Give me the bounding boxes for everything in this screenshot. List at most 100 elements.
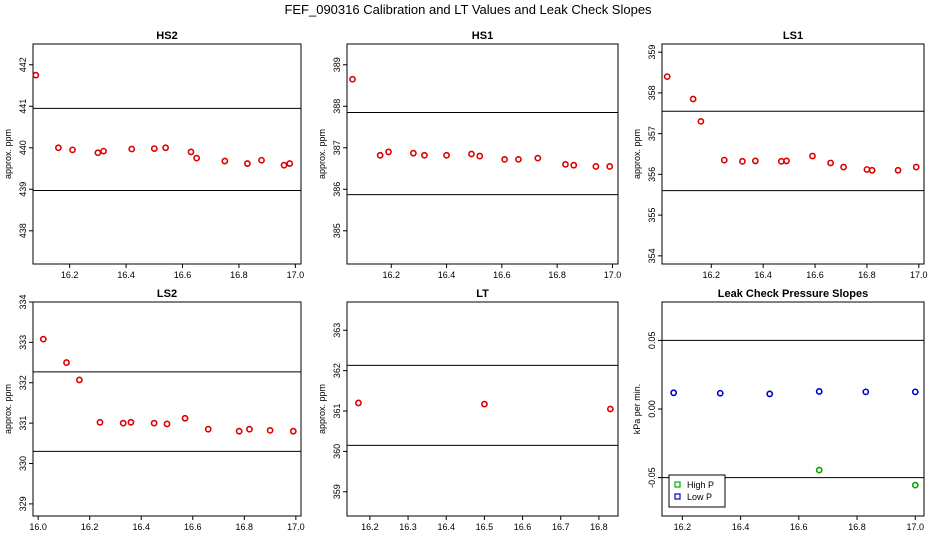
data-point: [911, 388, 919, 396]
x-tick-label: 16.6: [184, 522, 202, 532]
panel-title: Leak Check Pressure Slopes: [718, 288, 868, 300]
data-point: [181, 414, 189, 422]
legend-box: [668, 474, 726, 508]
plot-frame: [32, 301, 302, 517]
data-point: [911, 481, 919, 489]
data-point: [739, 157, 746, 165]
x-tick-label: 17.0: [907, 522, 925, 532]
x-tick-label: 16.2: [382, 270, 400, 280]
x-tick-label: 16.4: [117, 270, 135, 280]
y-tick-label: 360: [332, 444, 342, 459]
panels: HS2 16.2 16.4 16.6 16.8 17.0 438 439 440 441 442 ap…: [3, 30, 928, 532]
x-tick-label: 16.8: [848, 522, 866, 532]
data-point: [39, 335, 47, 343]
figure-title: FEF_090316 Calibration and LT Values and…: [284, 2, 652, 17]
y-axis-label: kPa per min.: [632, 384, 642, 435]
data-point: [150, 419, 158, 427]
x-tick-label: 16.6: [493, 270, 511, 280]
y-tick-label: 362: [332, 363, 342, 378]
y-tick-label: 333: [18, 335, 28, 350]
series-high-p: [716, 466, 919, 490]
data-point: [868, 166, 876, 174]
data-point: [815, 466, 823, 474]
data-point: [385, 148, 392, 156]
data-point: [409, 149, 417, 157]
data-point: [286, 160, 294, 167]
data-point: [280, 161, 288, 169]
x-tick-label: 17.0: [910, 270, 928, 280]
x-tick-label: 16.5: [476, 522, 494, 532]
plot-frame: [661, 43, 925, 265]
x-tick-label: 16.2: [703, 270, 721, 280]
series-0: [349, 75, 614, 170]
x-tick-label: 16.4: [732, 522, 750, 532]
data-point: [720, 156, 728, 164]
x-tick-label: 16.8: [858, 270, 876, 280]
data-point: [912, 163, 920, 171]
x-tick-label: 16.6: [790, 522, 808, 532]
data-point: [150, 145, 158, 153]
data-point: [515, 155, 522, 163]
x-tick-label: 16.2: [81, 522, 99, 532]
data-point: [246, 425, 253, 433]
data-point: [32, 71, 40, 79]
series-0: [355, 399, 614, 413]
x-tick-label: 16.8: [236, 522, 254, 532]
data-point: [266, 426, 274, 434]
legend-label: High P: [687, 480, 714, 490]
plot-frame: [346, 43, 619, 265]
y-tick-label: 439: [18, 182, 28, 197]
data-point: [243, 160, 251, 167]
data-point: [663, 73, 671, 80]
y-tick-label: 386: [332, 182, 342, 197]
data-point: [355, 399, 362, 407]
y-tick-label: 334: [18, 294, 28, 309]
panel-lt: LT 16.2 16.3 16.4 16.5 16.6 16.7 16.8 359 360 361 3…: [317, 288, 619, 532]
x-tick-label: 17.0: [604, 270, 622, 280]
y-tick-label: 329: [18, 496, 28, 511]
data-point: [766, 390, 774, 398]
y-tick-label: 0.05: [647, 332, 657, 350]
data-point: [809, 152, 816, 160]
y-tick-label: 442: [18, 57, 28, 72]
data-point: [606, 163, 614, 170]
plot-frame: [32, 43, 302, 265]
data-point: [689, 95, 697, 103]
y-tick-label: 440: [18, 140, 28, 155]
y-tick-label: -0.05: [647, 467, 657, 488]
panel-ls2: LS2 16.0 16.2 16.4 16.6 16.8 17.0 329 330 331 332 3…: [3, 288, 305, 532]
data-point: [421, 151, 428, 159]
x-tick-label: 16.8: [230, 270, 248, 280]
data-point: [894, 166, 902, 174]
y-tick-label: 356: [647, 167, 657, 182]
data-point: [863, 166, 871, 173]
y-tick-label: 441: [18, 99, 28, 114]
data-point: [534, 154, 542, 162]
x-tick-label: 16.2: [674, 522, 692, 532]
y-tick-label: 389: [332, 57, 342, 72]
data-point: [63, 359, 70, 366]
x-tick-label: 16.4: [438, 270, 456, 280]
data-point: [443, 151, 450, 159]
data-point: [840, 163, 847, 171]
y-tick-label: 387: [332, 140, 342, 155]
data-point: [570, 161, 578, 169]
x-tick-label: 16.2: [61, 270, 79, 280]
panel-ls1: LS1 16.2 16.4 16.6 16.8 17.0 354 355 356 357 358 35…: [632, 30, 928, 280]
panel-title: LT: [476, 288, 489, 300]
x-tick-label: 16.6: [174, 270, 192, 280]
data-point: [481, 400, 488, 408]
data-point: [235, 427, 243, 435]
data-point: [54, 144, 62, 152]
data-point: [815, 388, 823, 395]
legend-swatch: [674, 493, 681, 500]
legend: High P Low P: [668, 474, 726, 508]
y-axis-label: approx. ppm: [632, 129, 642, 179]
data-point: [501, 155, 509, 163]
data-point: [94, 149, 102, 157]
x-tick-label: 16.4: [132, 522, 150, 532]
series-0: [663, 73, 920, 174]
data-point: [716, 389, 724, 397]
data-point: [697, 118, 705, 125]
